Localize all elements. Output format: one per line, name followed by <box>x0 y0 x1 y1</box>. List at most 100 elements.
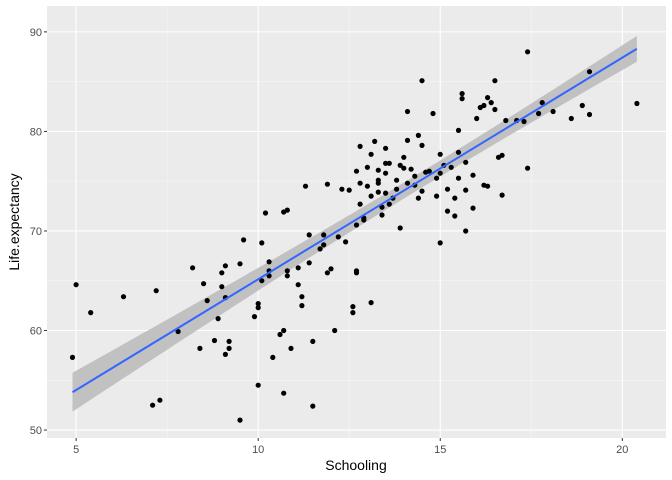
data-point <box>444 186 451 192</box>
data-point <box>350 304 356 310</box>
data-point <box>328 266 334 272</box>
data-point <box>492 78 498 84</box>
y-tick-label: 50 <box>30 425 42 437</box>
data-point <box>259 278 265 284</box>
y-tick-label: 80 <box>30 126 42 138</box>
data-point <box>586 111 593 118</box>
data-point <box>375 180 381 186</box>
data-point <box>317 246 323 252</box>
data-point <box>368 300 374 306</box>
data-point <box>415 132 421 138</box>
data-point <box>222 351 228 357</box>
data-point <box>568 115 574 122</box>
data-point <box>255 301 261 307</box>
data-point <box>357 201 363 207</box>
data-point <box>353 222 360 228</box>
data-point <box>455 175 462 181</box>
data-point <box>463 187 469 193</box>
data-point <box>375 189 381 195</box>
data-point <box>386 160 392 166</box>
data-point <box>219 270 225 276</box>
data-point <box>488 100 494 106</box>
data-point <box>499 152 505 158</box>
data-point <box>452 195 458 201</box>
data-point <box>120 294 127 300</box>
x-tick-label: 15 <box>434 444 446 456</box>
data-point <box>321 242 327 248</box>
data-point <box>437 170 443 176</box>
data-point <box>383 145 389 151</box>
y-axis-title: Life.expectancy <box>6 173 22 270</box>
data-point <box>368 193 374 199</box>
data-point <box>364 183 370 189</box>
data-point <box>412 173 418 179</box>
data-point <box>197 345 203 351</box>
data-point <box>521 118 527 125</box>
data-point <box>434 175 440 181</box>
data-point <box>394 186 400 192</box>
data-point <box>73 282 79 288</box>
data-point <box>419 142 425 148</box>
data-point <box>215 316 221 322</box>
y-tick-label: 70 <box>30 226 42 238</box>
data-point <box>408 166 414 172</box>
data-point <box>364 164 370 170</box>
data-point <box>383 170 389 176</box>
data-point <box>295 265 301 271</box>
data-point <box>219 284 225 290</box>
data-point <box>226 345 232 351</box>
data-point <box>310 338 316 344</box>
data-point <box>343 239 349 245</box>
data-point <box>404 137 411 143</box>
data-point <box>277 331 283 338</box>
data-point <box>150 402 156 408</box>
data-point <box>335 234 341 240</box>
data-point <box>415 195 421 201</box>
data-point <box>579 102 585 109</box>
data-point <box>299 303 305 309</box>
data-point <box>284 273 290 279</box>
data-point <box>550 108 556 115</box>
data-point <box>404 108 411 115</box>
data-point <box>299 294 305 300</box>
data-point <box>397 162 403 168</box>
data-point <box>295 282 301 288</box>
data-point <box>201 281 207 287</box>
data-point <box>259 240 265 246</box>
data-point <box>459 96 465 102</box>
data-point <box>353 268 360 274</box>
data-point <box>485 95 491 101</box>
data-point <box>372 138 378 144</box>
x-tick-label: 5 <box>73 444 79 456</box>
data-point <box>634 100 640 107</box>
data-point <box>536 110 542 117</box>
data-point <box>284 207 290 213</box>
data-point <box>153 288 159 294</box>
y-tick-label: 90 <box>30 27 42 39</box>
data-point <box>452 213 458 219</box>
data-point <box>175 328 181 335</box>
data-point <box>383 160 389 166</box>
axes: 5 10 15 20 50 60 70 80 90 <box>30 27 629 456</box>
data-point <box>211 337 218 344</box>
data-point <box>499 192 505 198</box>
data-point <box>69 354 76 360</box>
data-point <box>426 168 432 174</box>
data-point <box>419 188 425 194</box>
data-point <box>470 205 476 211</box>
data-point <box>525 165 531 171</box>
data-point <box>255 382 261 388</box>
data-point <box>324 181 330 187</box>
data-point <box>463 159 469 165</box>
data-point <box>281 390 287 396</box>
data-point <box>251 314 258 320</box>
data-point <box>357 180 363 186</box>
data-point <box>375 167 381 173</box>
data-point <box>455 149 462 155</box>
data-point <box>586 69 593 75</box>
data-point <box>306 232 312 238</box>
data-point <box>190 265 196 271</box>
data-point <box>270 354 276 360</box>
data-point <box>448 164 454 170</box>
